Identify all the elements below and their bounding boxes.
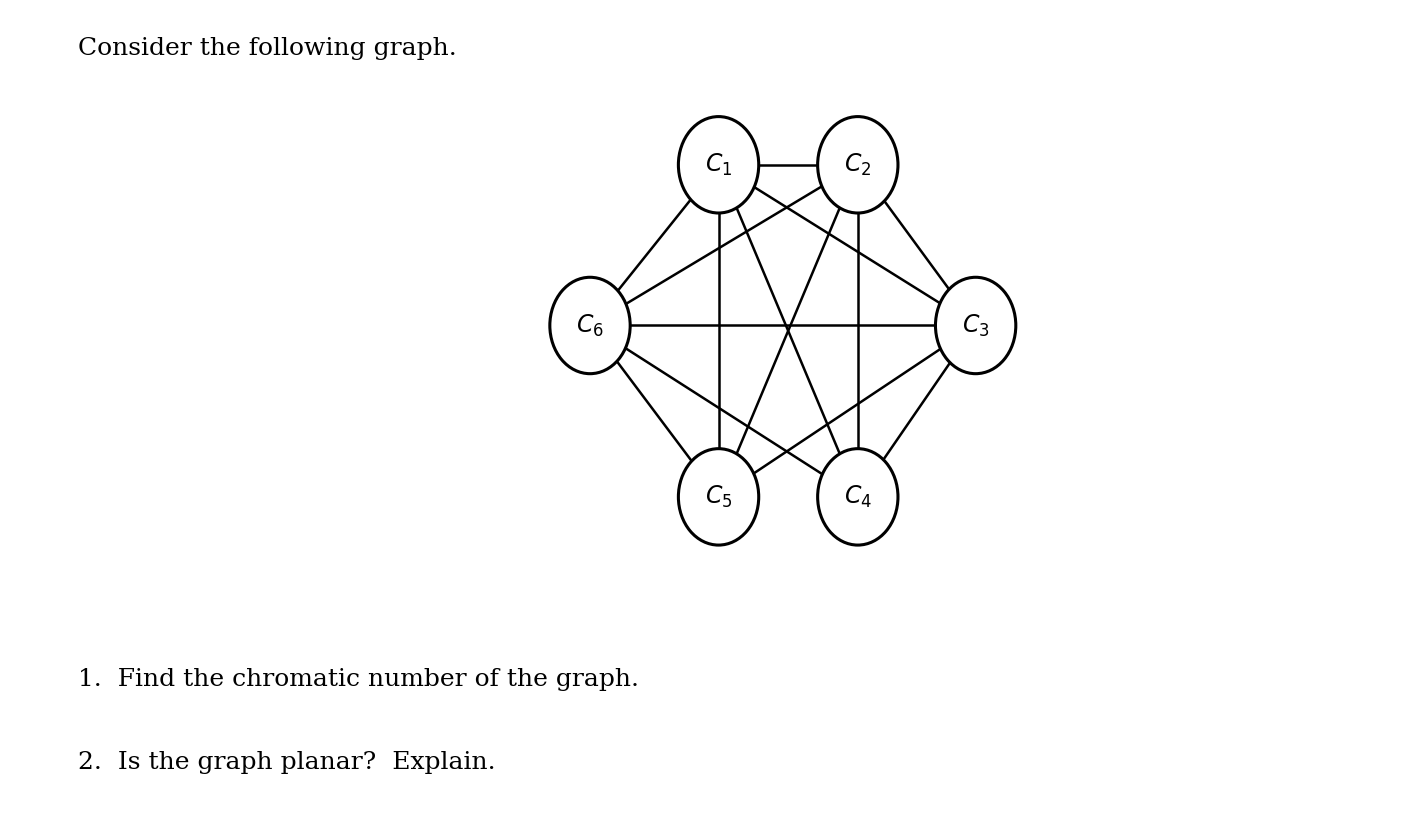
Text: Consider the following graph.: Consider the following graph. [78,37,457,60]
Text: $C_{3}$: $C_{3}$ [962,312,990,339]
Text: 2.  Is the graph planar?  Explain.: 2. Is the graph planar? Explain. [78,751,495,774]
Text: $C_{2}$: $C_{2}$ [845,152,871,178]
Ellipse shape [935,277,1015,374]
Ellipse shape [550,277,630,374]
Ellipse shape [818,448,898,545]
Text: $C_{4}$: $C_{4}$ [843,484,871,510]
Ellipse shape [678,448,759,545]
Text: $C_{1}$: $C_{1}$ [705,152,732,178]
Ellipse shape [678,117,759,213]
Ellipse shape [818,117,898,213]
Text: $C_{5}$: $C_{5}$ [705,484,732,510]
Text: $C_{6}$: $C_{6}$ [577,312,603,339]
Text: 1.  Find the chromatic number of the graph.: 1. Find the chromatic number of the grap… [78,668,639,691]
